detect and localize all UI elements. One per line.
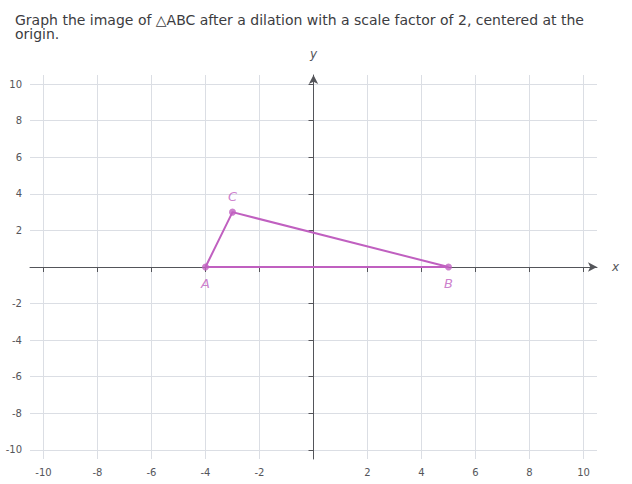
svg-text:origin.: origin.: [15, 26, 59, 42]
svg-text:4: 4: [16, 188, 22, 199]
svg-text:6: 6: [472, 467, 478, 478]
svg-text:Graph the image of △ABC after: Graph the image of △ABC after a dilation…: [15, 12, 588, 28]
svg-text:-10: -10: [6, 444, 22, 455]
svg-text:-4: -4: [201, 467, 211, 478]
svg-text:-2: -2: [255, 467, 265, 478]
svg-text:B: B: [444, 276, 453, 291]
svg-text:-10: -10: [35, 467, 51, 478]
svg-text:-8: -8: [12, 408, 22, 419]
svg-text:-6: -6: [147, 467, 157, 478]
svg-text:2: 2: [16, 225, 22, 236]
svg-text:-6: -6: [12, 371, 22, 382]
svg-text:10: 10: [577, 467, 590, 478]
svg-text:-2: -2: [12, 298, 22, 309]
svg-text:8: 8: [526, 467, 532, 478]
svg-text:-4: -4: [12, 335, 22, 346]
svg-text:x: x: [611, 260, 620, 274]
svg-text:8: 8: [16, 115, 22, 126]
svg-text:-8: -8: [93, 467, 103, 478]
svg-text:A: A: [200, 276, 210, 291]
svg-text:C: C: [228, 189, 238, 204]
svg-text:10: 10: [9, 79, 22, 90]
svg-text:4: 4: [418, 467, 424, 478]
svg-text:y: y: [309, 47, 318, 61]
svg-text:2: 2: [364, 467, 370, 478]
svg-text:6: 6: [16, 152, 22, 163]
